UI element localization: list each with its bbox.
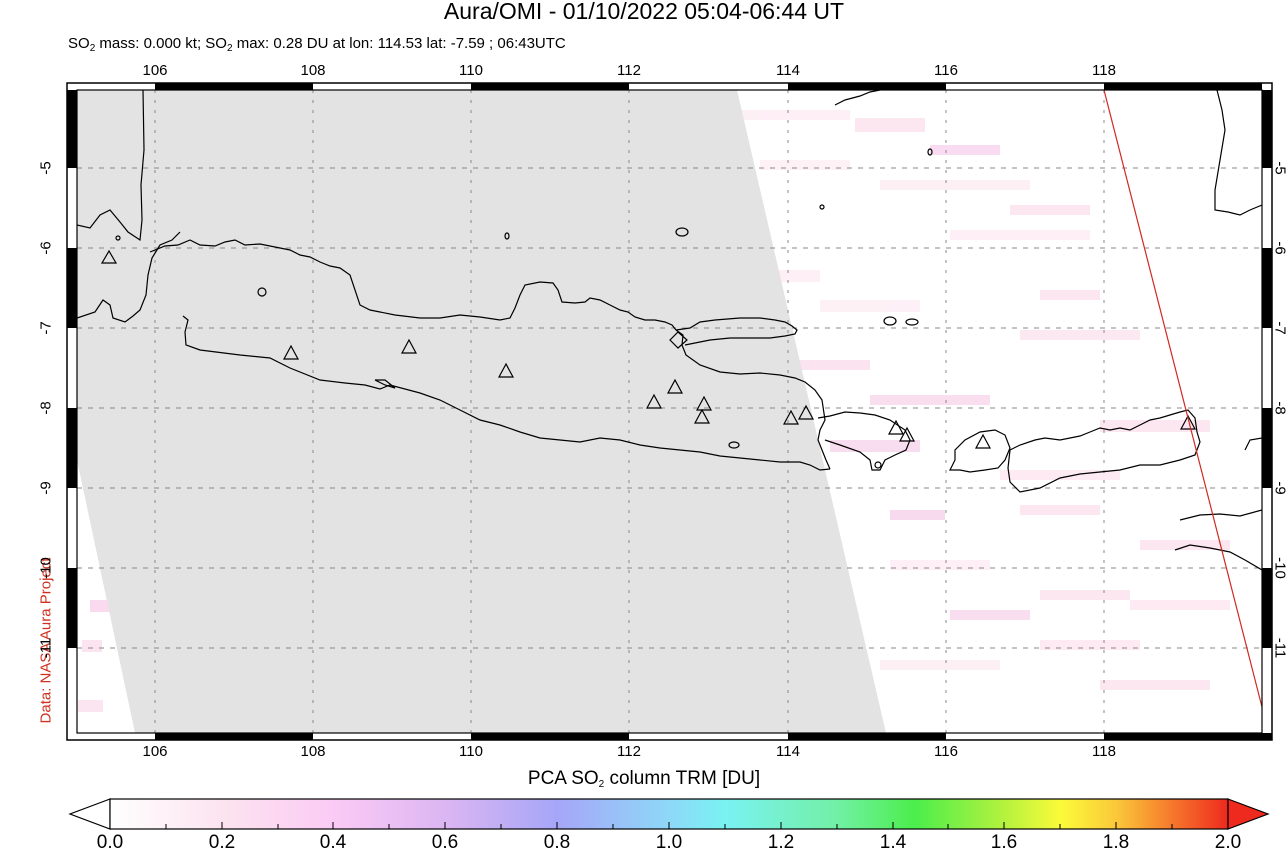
- colorbar-max-arrow: [1227, 798, 1270, 830]
- volcano-marker: [645, 393, 663, 409]
- orbit-track-line: [1103, 90, 1262, 708]
- map-title: Aura/OMI - 01/10/2022 05:04-06:44 UT: [443, 0, 845, 24]
- graticule: [77, 90, 1262, 733]
- volcano-marker: [1179, 414, 1197, 430]
- lon-label-bottom: 118: [1092, 743, 1116, 760]
- lon-label-bottom: 108: [300, 743, 326, 760]
- colorbar-tick-label: 0.4: [319, 832, 347, 853]
- colorbar-tick-label: 2.0: [1214, 832, 1242, 853]
- subscript-2: 2: [89, 43, 96, 54]
- colorbar-tick-label: 0.2: [208, 832, 236, 853]
- lat-label-right: -8: [1271, 401, 1288, 415]
- lon-label-bottom: 110: [459, 743, 483, 760]
- lat-label-left: -7: [37, 321, 55, 335]
- lon-label-top: 112: [617, 62, 641, 79]
- lat-label-left: -11: [37, 637, 55, 659]
- colorbar-tick-label: 1.2: [767, 832, 795, 853]
- lat-label-right: -6: [1271, 241, 1288, 255]
- colorbar-tick-label: 1.0: [655, 832, 683, 853]
- volcano-marker: [497, 362, 515, 378]
- subtitle-so2: SO: [68, 35, 90, 52]
- volcano-marker: [695, 395, 713, 411]
- volcano-marker: [974, 433, 992, 449]
- subtitle-mass: mass: 0.000 kt; SO: [95, 35, 227, 52]
- lat-label-left: -5: [37, 161, 55, 175]
- colorbar-tick-label: 1.6: [990, 832, 1018, 853]
- colorbar-min-arrow: [68, 798, 111, 830]
- lat-label-right: -11: [1271, 637, 1288, 659]
- lon-label-top: 116: [934, 62, 958, 79]
- colorbar: [68, 798, 1270, 830]
- colorbar-label-prefix: PCA SO: [527, 768, 599, 789]
- lat-label-left: -10: [37, 557, 55, 579]
- lon-label-bottom: 106: [142, 743, 168, 760]
- lat-label-right: -5: [1271, 161, 1288, 175]
- volcano-marker: [782, 409, 800, 425]
- subtitle-max: max: 0.28 DU at lon: 114.53 lat: -7.59 ;…: [232, 35, 566, 52]
- lon-label-top: 118: [1092, 62, 1116, 79]
- colorbar-tick-label: 1.8: [1102, 832, 1130, 853]
- lon-label-top: 106: [142, 62, 168, 79]
- volcano-marker: [400, 338, 418, 354]
- lon-label-top: 110: [459, 62, 483, 79]
- lat-label-left: -6: [37, 241, 55, 255]
- volcano-marker: [898, 426, 916, 442]
- lon-label-bottom: 116: [934, 743, 958, 760]
- map-subtitle: SO2 mass: 0.000 kt; SO2 max: 0.28 DU at …: [68, 35, 566, 54]
- colorbar-tick-label: 0.6: [431, 832, 459, 853]
- coastlines: [77, 90, 1262, 571]
- volcano-marker: [100, 249, 118, 264]
- volcano-marker: [797, 404, 815, 420]
- subscript-2: 2: [598, 779, 605, 790]
- plot-area: [77, 90, 1262, 733]
- lon-label-top: 114: [776, 62, 800, 79]
- lon-label-top: 108: [300, 62, 326, 79]
- volcano-markers: [100, 249, 1197, 449]
- map-frame: [66, 82, 1273, 741]
- lat-label-right: -7: [1271, 321, 1288, 335]
- lat-label-left: -8: [37, 401, 55, 415]
- colorbar-tick-label: 0.0: [96, 832, 124, 853]
- colorbar-label-suffix: column TRM [DU]: [604, 768, 761, 789]
- lat-label-right: -9: [1271, 481, 1288, 495]
- colorbar-tick-label: 1.4: [879, 832, 907, 853]
- lon-label-bottom: 112: [617, 743, 641, 760]
- volcano-marker: [887, 419, 905, 435]
- lat-label-left: -9: [37, 481, 55, 495]
- volcano-marker: [693, 408, 711, 424]
- volcano-marker: [666, 378, 684, 394]
- volcano-marker: [282, 344, 300, 360]
- lat-label-right: -10: [1271, 557, 1288, 579]
- no-data-swath: [77, 90, 886, 733]
- lon-label-bottom: 114: [776, 743, 800, 760]
- colorbar-tick-label: 0.8: [543, 832, 571, 853]
- subscript-2: 2: [226, 43, 233, 54]
- colorbar-label: PCA SO2 column TRM [DU]: [0, 768, 1288, 790]
